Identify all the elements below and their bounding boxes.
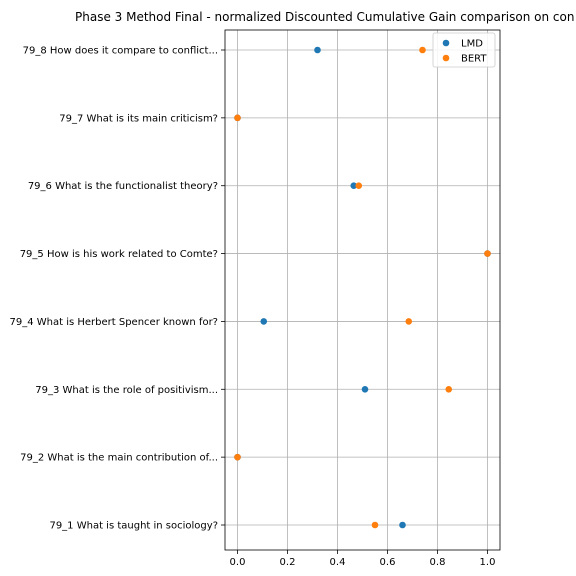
data-points	[234, 46, 491, 529]
point-lmd-8	[314, 46, 321, 54]
y-tick-label: 79_8 How does it compare to conflict...	[23, 46, 218, 57]
grid	[225, 30, 500, 550]
legend: LMD BERT	[432, 32, 496, 68]
legend-marker-lmd	[442, 39, 450, 47]
y-tick-label: 79_4 What is Herbert Spencer known for?	[9, 317, 218, 328]
point-bert-5	[484, 250, 491, 257]
point-bert-4	[405, 318, 413, 325]
x-tick-label: 1.0	[480, 557, 496, 568]
y-tick-label: 79_1 What is taught in sociology?	[49, 521, 218, 532]
point-lmd-3	[361, 385, 369, 393]
x-tick-label: 0.2	[280, 557, 296, 568]
legend-marker-bert	[442, 54, 450, 62]
chart-title: Phase 3 Method Final - normalized Discou…	[75, 10, 574, 24]
y-axis: 79_1 What is taught in sociology? 79_2 Wh…	[9, 46, 225, 532]
y-tick-label: 79_2 What is the main contribution of...	[20, 453, 218, 464]
point-bert-1	[371, 521, 379, 529]
y-tick-label: 79_3 What is the role of positivism...	[35, 385, 218, 396]
x-tick-label: 0.8	[430, 557, 446, 568]
y-tick-label: 79_7 What is its main criticism?	[59, 113, 218, 124]
plot-frame	[224, 29, 501, 551]
point-bert-2	[234, 453, 241, 461]
point-bert-3	[445, 385, 453, 393]
point-lmd-6	[350, 182, 358, 190]
point-lmd-4	[260, 318, 268, 325]
x-tick-label: 0.4	[330, 557, 346, 568]
x-tick-label: 0.0	[230, 557, 246, 568]
legend-label-bert: BERT	[461, 54, 487, 65]
point-bert-8	[419, 46, 426, 54]
y-tick-label: 79_5 How is his work related to Comte?	[20, 249, 218, 260]
y-tick-label: 79_6 What is the functionalist theory?	[28, 181, 218, 192]
x-axis: 0.0 0.2 0.4 0.6 0.8 1.0	[230, 550, 496, 568]
legend-label-lmd: LMD	[461, 39, 483, 50]
point-lmd-1	[399, 521, 406, 529]
point-bert-6	[355, 182, 363, 190]
point-bert-7	[234, 114, 241, 122]
x-tick-label: 0.6	[380, 557, 396, 568]
